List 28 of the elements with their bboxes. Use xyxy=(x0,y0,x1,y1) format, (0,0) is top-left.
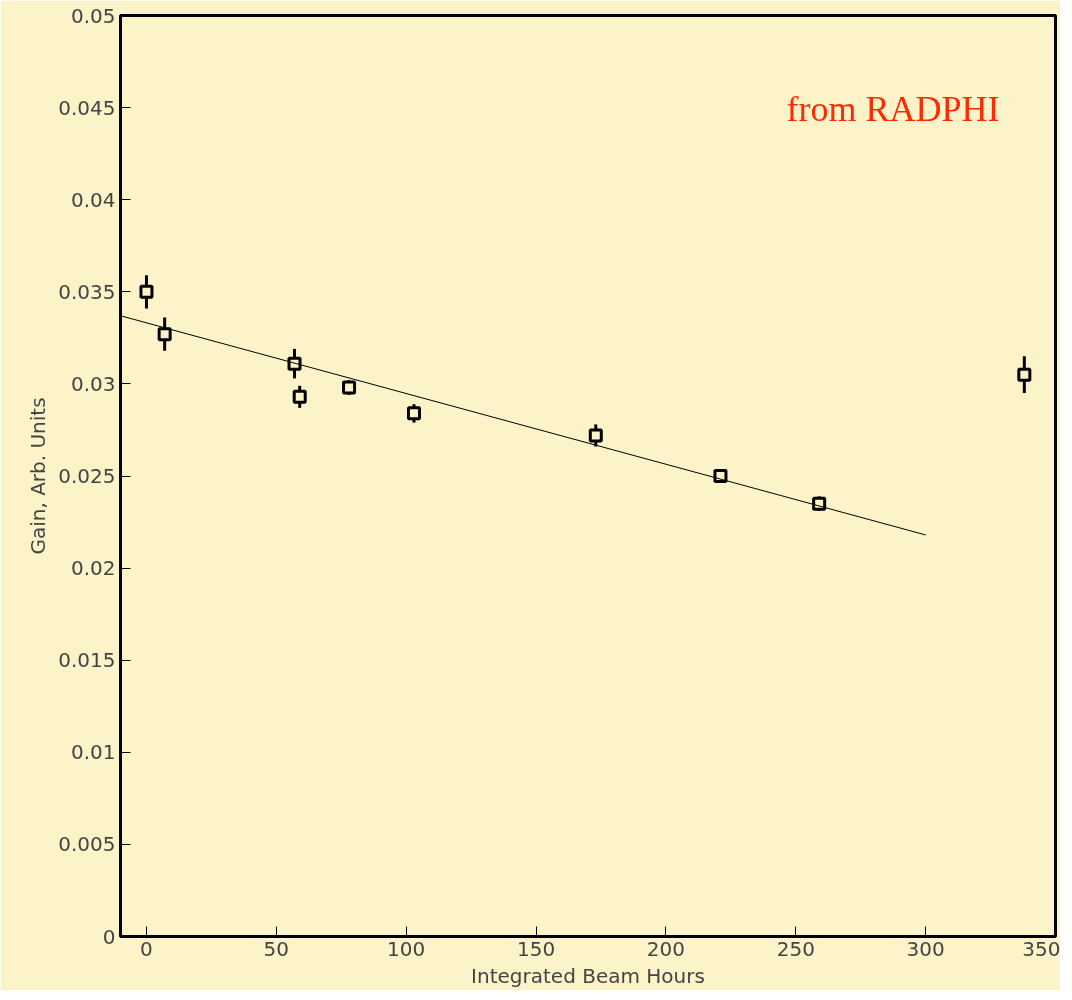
x-tick-label: 0 xyxy=(140,936,153,961)
point xyxy=(292,389,307,404)
y-axis-title: Gain, Arb. Units xyxy=(26,397,51,555)
y-tick-label: 0.045 xyxy=(58,95,116,120)
x-tick-label: 50 xyxy=(263,936,290,961)
x-tick-label: 350 xyxy=(1022,936,1061,961)
point xyxy=(139,284,154,299)
y-tick-label: 0.05 xyxy=(70,3,116,28)
x-tick-label: 300 xyxy=(906,936,945,961)
point xyxy=(406,406,421,421)
point xyxy=(157,327,172,342)
y-tick-label: 0.03 xyxy=(70,371,116,396)
point xyxy=(342,380,357,395)
x-tick-label: 150 xyxy=(516,936,556,961)
x-tick-label: 100 xyxy=(387,936,426,961)
y-tick-label: 0.04 xyxy=(70,187,116,212)
y-tick-label: 0.015 xyxy=(58,648,116,673)
y-tick-label: 0.02 xyxy=(70,556,116,581)
x-axis-title: Integrated Beam Hours xyxy=(471,963,705,988)
y-tick-label: 0.005 xyxy=(58,832,116,857)
y-tick-label: 0.035 xyxy=(58,279,116,304)
x-tick-label: 250 xyxy=(776,936,815,961)
x-tick-label: 200 xyxy=(646,936,686,961)
y-tick-label: 0.025 xyxy=(58,464,116,488)
annotation: from RADPHI xyxy=(786,89,1000,130)
point xyxy=(1017,367,1032,382)
y-tick-label: 0.01 xyxy=(70,740,116,765)
point xyxy=(588,428,603,443)
